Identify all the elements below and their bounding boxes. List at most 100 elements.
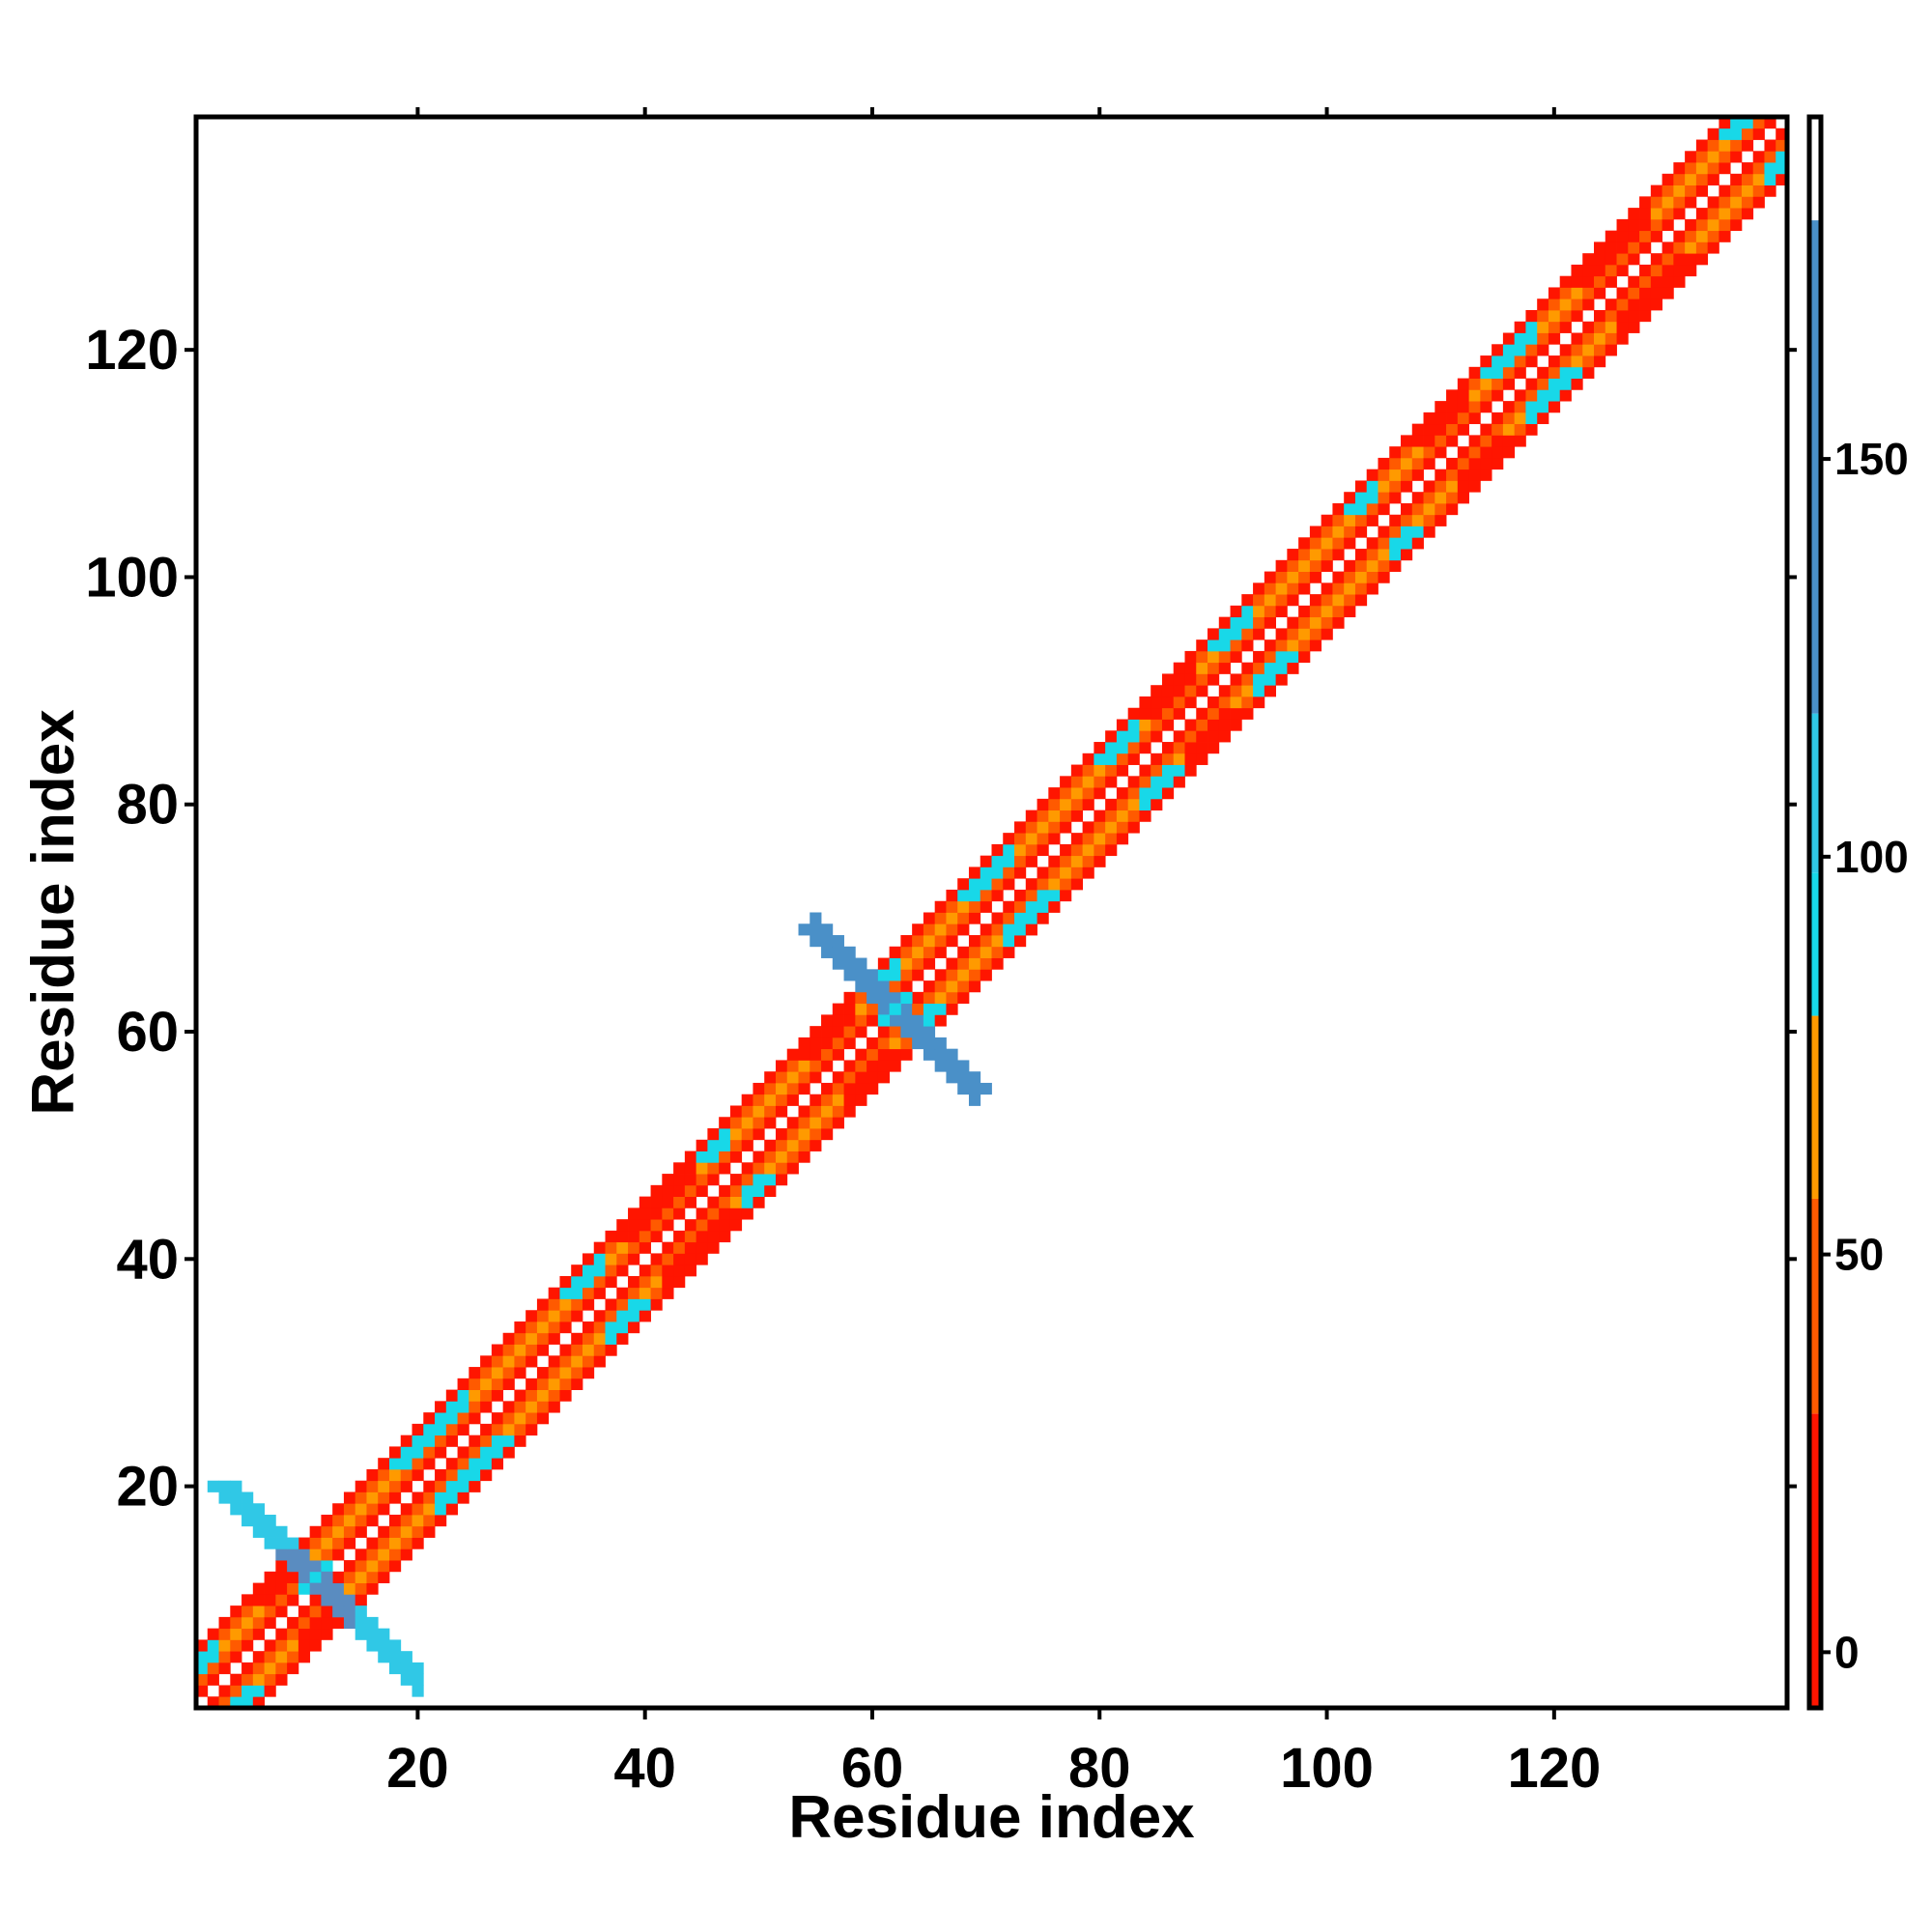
- heatmap-cell: [321, 1548, 333, 1561]
- heatmap-cell: [1048, 889, 1061, 902]
- heatmap-cell: [1730, 218, 1743, 232]
- heatmap-cell: [1139, 810, 1151, 822]
- heatmap-cell: [1354, 571, 1368, 583]
- heatmap-cell: [1344, 559, 1356, 572]
- heatmap-cell: [400, 1458, 412, 1470]
- heatmap-cell: [218, 1639, 231, 1652]
- heatmap-cell: [843, 1014, 856, 1027]
- heatmap-cell: [1502, 355, 1516, 368]
- heatmap-cell: [616, 1332, 629, 1345]
- heatmap-cell: [526, 1355, 538, 1368]
- heatmap-cell: [1184, 719, 1197, 731]
- heatmap-cell: [1537, 378, 1549, 390]
- heatmap-cell: [1287, 616, 1299, 629]
- heatmap-cell: [934, 923, 947, 936]
- heatmap-cell: [867, 969, 879, 981]
- heatmap-cell: [1639, 287, 1652, 299]
- heatmap-cell: [309, 1605, 322, 1618]
- heatmap-cell: [445, 1503, 458, 1516]
- heatmap-cell: [753, 1184, 765, 1197]
- heatmap-cell: [1014, 900, 1027, 913]
- heatmap-cell: [1389, 469, 1402, 481]
- heatmap-cell: [968, 889, 981, 902]
- heatmap-cell: [400, 1435, 412, 1447]
- heatmap-cell: [1446, 412, 1459, 425]
- heatmap-cell: [855, 1071, 867, 1084]
- heatmap-cell: [1719, 185, 1731, 197]
- heatmap-cell: [1344, 514, 1356, 526]
- heatmap-cell: [719, 1139, 731, 1151]
- heatmap-cell: [1003, 946, 1015, 958]
- heatmap-cell: [1253, 650, 1265, 664]
- heatmap-cell: [435, 1435, 447, 1447]
- heatmap-cell: [536, 1344, 550, 1356]
- heatmap-cell: [1161, 719, 1175, 731]
- heatmap-cell: [287, 1628, 299, 1640]
- heatmap-cell: [1537, 412, 1549, 425]
- heatmap-cell: [1650, 230, 1662, 242]
- heatmap-cell: [343, 1492, 356, 1504]
- heatmap-cell: [423, 1446, 436, 1459]
- heatmap-cell: [1502, 378, 1516, 390]
- heatmap-cell: [786, 1151, 799, 1163]
- heatmap-cell: [1525, 332, 1538, 345]
- heatmap-cell: [1218, 662, 1231, 674]
- heatmap-cell: [287, 1537, 299, 1549]
- heatmap-cell: [1344, 526, 1356, 538]
- heatmap-cell: [480, 1355, 493, 1368]
- heatmap-cell: [1411, 457, 1424, 470]
- heatmap-cell: [526, 1423, 538, 1436]
- heatmap-cell: [1492, 389, 1504, 402]
- heatmap-cell: [1105, 821, 1118, 834]
- heatmap-cell: [1525, 412, 1538, 425]
- heatmap-cell: [991, 923, 1004, 936]
- heatmap-cell: [1309, 537, 1322, 550]
- heatmap-cell: [843, 1003, 856, 1015]
- heatmap-cell: [491, 1446, 504, 1459]
- heatmap-cell: [1582, 366, 1595, 379]
- heatmap-cell: [218, 1696, 231, 1709]
- heatmap-cell: [526, 1310, 538, 1322]
- heatmap-cell: [1468, 435, 1481, 447]
- heatmap-cell: [1695, 242, 1709, 254]
- heatmap-cell: [275, 1525, 288, 1538]
- heatmap-cell: [1548, 401, 1561, 413]
- colorbar-frame: [1806, 114, 1824, 1711]
- heatmap-cell: [1230, 628, 1242, 640]
- heatmap-cell: [1253, 616, 1265, 629]
- heatmap-cell: [275, 1582, 288, 1595]
- heatmap-cell: [1105, 764, 1118, 777]
- heatmap-cell: [1707, 196, 1719, 209]
- heatmap-cell: [412, 1492, 424, 1504]
- heatmap-cell: [1662, 275, 1674, 288]
- heatmap-cell: [536, 1412, 550, 1425]
- heatmap-cell: [1344, 605, 1356, 618]
- heatmap-cells: [196, 117, 1788, 1709]
- heatmap-cell: [1514, 332, 1526, 345]
- heatmap-cell: [810, 1071, 822, 1084]
- heatmap-cell: [218, 1480, 231, 1492]
- heatmap-cell: [252, 1628, 265, 1640]
- heatmap-cell: [662, 1184, 674, 1197]
- heatmap-cell: [1321, 594, 1333, 607]
- heatmap-cell: [1639, 196, 1652, 209]
- heatmap-cell: [821, 1082, 834, 1095]
- heatmap-cell: [889, 969, 901, 981]
- heatmap-cell: [1401, 537, 1413, 550]
- heatmap-cell: [729, 1117, 743, 1129]
- heatmap-cell: [832, 1094, 844, 1106]
- heatmap-cell: [526, 1321, 538, 1334]
- heatmap-cell: [1014, 867, 1027, 879]
- heatmap-cell: [309, 1639, 322, 1652]
- heatmap-cell: [332, 1582, 345, 1595]
- heatmap-cell: [650, 1184, 663, 1197]
- heatmap-cell: [502, 1344, 515, 1356]
- heatmap-cell: [343, 1594, 356, 1606]
- heatmap-cell: [684, 1174, 697, 1186]
- heatmap-cell: [1480, 423, 1492, 436]
- heatmap-cell: [264, 1673, 276, 1686]
- heatmap-cell: [321, 1582, 333, 1595]
- y-tick-label: 20: [116, 1456, 179, 1519]
- heatmap-cell: [355, 1628, 367, 1640]
- heatmap-cell: [1525, 389, 1538, 402]
